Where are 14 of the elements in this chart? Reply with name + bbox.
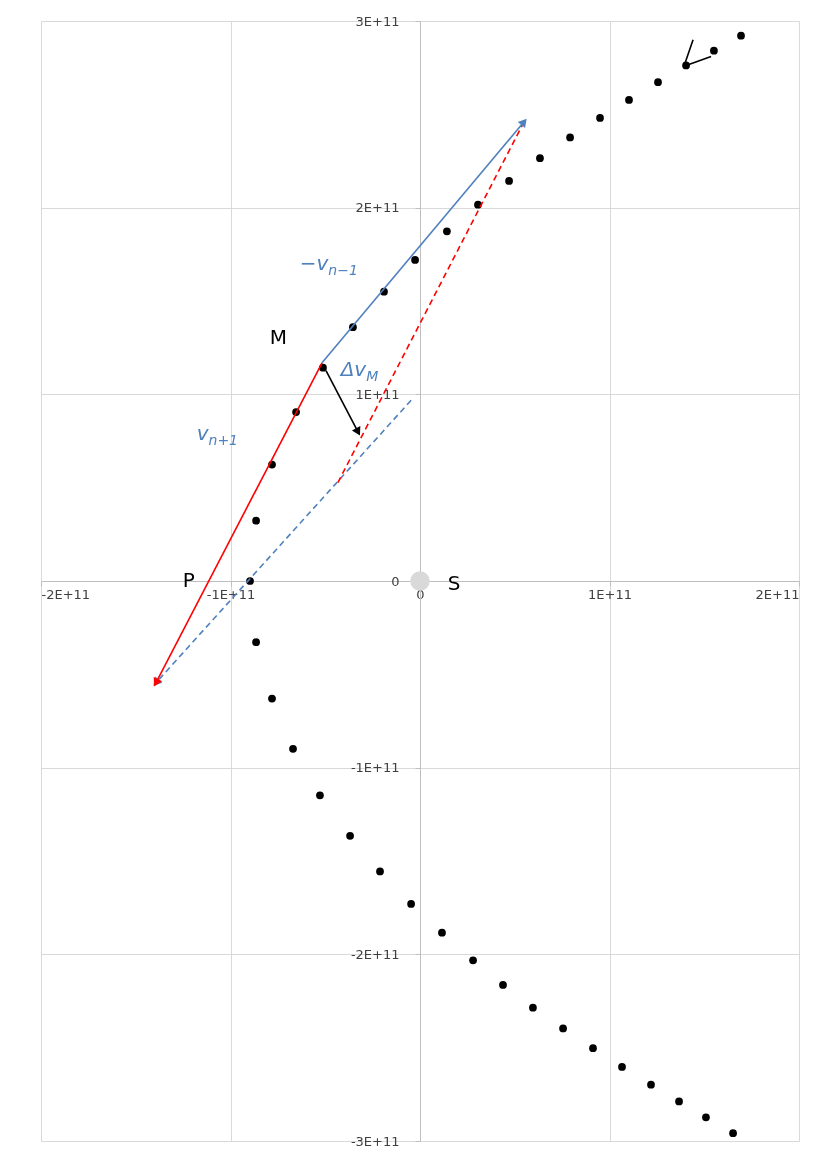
annotation: P (182, 568, 195, 592)
x-tick-label: 2E+11 (755, 586, 800, 602)
y-tick-label: -2E+11 (350, 946, 400, 962)
annotation: M (269, 324, 287, 349)
x-tick-label: 1E+11 (588, 586, 632, 602)
y-tick-label: 3E+11 (355, 13, 400, 29)
annotation: S (447, 571, 461, 596)
x-tick-label: -2E+11 (41, 586, 91, 602)
y-tick-label: -1E+11 (350, 760, 400, 776)
y-tick-label: 1E+11 (355, 386, 400, 402)
y-tick-label: 2E+11 (355, 200, 400, 216)
y-tick-label: -3E+11 (350, 1133, 400, 1149)
y-tick-label: 0 (391, 573, 400, 589)
x-tick-label: -1E+11 (206, 586, 256, 602)
